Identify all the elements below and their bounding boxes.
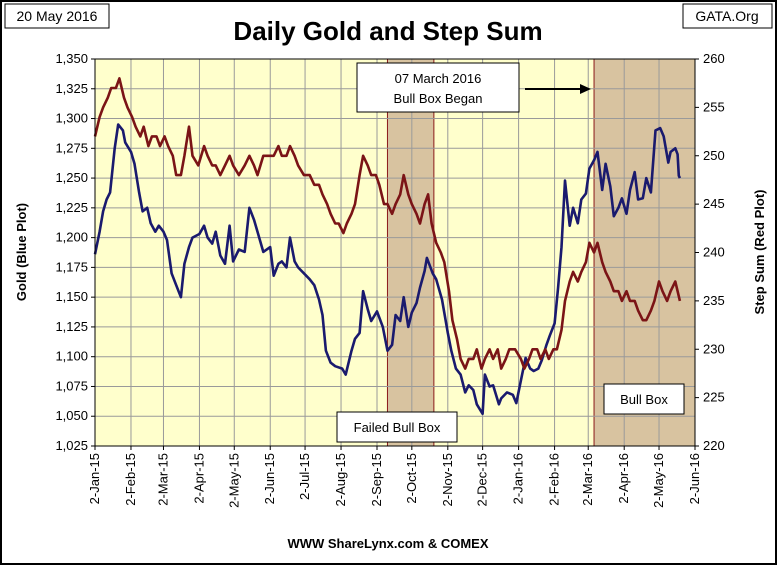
- date-box: [4, 3, 110, 29]
- y-tick-label-left: 1,125: [55, 319, 88, 334]
- footer-credit: WWW ShareLynx.com & COMEX: [287, 536, 488, 551]
- callout-arrow-head: [580, 84, 591, 94]
- x-tick-label: 2-Jan-16: [511, 453, 526, 504]
- x-tick-label: 2-Feb-16: [547, 453, 562, 506]
- shaded-regions: [386, 58, 696, 447]
- step-sum-line: [93, 77, 682, 370]
- y-tick-label-left: 1,075: [55, 378, 88, 393]
- x-tick-label: 2-Mar-16: [580, 453, 595, 506]
- x-tick-label: 2-May-15: [226, 453, 241, 508]
- y-tick-label-right: 260: [703, 51, 725, 66]
- y-tick-label-left: 1,325: [55, 81, 88, 96]
- y-tick-label-left: 1,100: [55, 349, 88, 364]
- x-tick-label: 2-Aug-15: [333, 453, 348, 506]
- y-tick-label-left: 1,350: [55, 51, 88, 66]
- y-tick-label-left: 1,150: [55, 289, 88, 304]
- gold-line: [93, 123, 682, 416]
- y-tick-label-right: 230: [703, 341, 725, 356]
- x-tick-label: 2-Feb-15: [123, 453, 138, 506]
- y-tick-label-left: 1,175: [55, 259, 88, 274]
- x-tick-label: 2-Jul-15: [297, 453, 312, 500]
- y-tick-label-right: 235: [703, 293, 725, 308]
- x-tick-label: 2-May-16: [651, 453, 666, 508]
- y-tick-label-left: 1,225: [55, 200, 88, 215]
- bull-box-label: Bull Box: [620, 392, 668, 407]
- y-tick-label-right: 255: [703, 99, 725, 114]
- y-tick-label-left: 1,275: [55, 140, 88, 155]
- y-axis-title-right: Step Sum (Red Plot): [752, 190, 767, 315]
- axis-ticks: 1,025 1,050 1,075 1,100 1,125 1,150 1,175 1,200…: [55, 51, 724, 508]
- y-axis-title-left: Gold (Blue Plot): [14, 203, 29, 301]
- bull-box-label-box: [603, 383, 685, 415]
- failed-bull-box-label: Failed Bull Box: [354, 420, 441, 435]
- y-tick-label-left: 1,050: [55, 408, 88, 423]
- x-tick-label: 2-Sep-15: [369, 453, 384, 506]
- x-tick-label: 2-Nov-15: [440, 453, 455, 506]
- x-tick-label: 2-Dec-15: [475, 453, 490, 506]
- chart-title: Daily Gold and Step Sum: [233, 16, 542, 46]
- x-tick-label: 2-Jun-16: [687, 453, 702, 504]
- y-tick-label-right: 225: [703, 390, 725, 405]
- failed-bull-box-label-box: [336, 411, 458, 443]
- x-tick-label: 2-Jun-15: [262, 453, 277, 504]
- callout-date: 07 March 2016: [395, 71, 482, 86]
- x-tick-label: 2-Jan-15: [87, 453, 102, 504]
- y-tick-label-left: 1,025: [55, 438, 88, 453]
- source-box: [682, 3, 773, 29]
- y-tick-label-right: 240: [703, 245, 725, 260]
- y-tick-label-right: 220: [703, 438, 725, 453]
- x-tick-label: 2-Apr-16: [616, 453, 631, 504]
- series-lines: [93, 77, 682, 416]
- x-tick-label: 2-Mar-15: [155, 453, 170, 506]
- y-tick-label-left: 1,300: [55, 111, 88, 126]
- y-tick-label-left: 1,250: [55, 170, 88, 185]
- date-label: 20 May 2016: [17, 8, 98, 24]
- x-tick-label: 2-Oct-15: [404, 453, 419, 504]
- callout-text: Bull Box Began: [394, 91, 483, 106]
- y-tick-label-left: 1,200: [55, 230, 88, 245]
- shaded-region-0: [386, 58, 435, 447]
- y-tick-label-right: 250: [703, 148, 725, 163]
- bull-box-began-callout: [356, 62, 520, 113]
- x-tick-label: 2-Apr-15: [191, 453, 206, 504]
- source-label: GATA.Org: [695, 8, 758, 24]
- y-tick-label-right: 245: [703, 196, 725, 211]
